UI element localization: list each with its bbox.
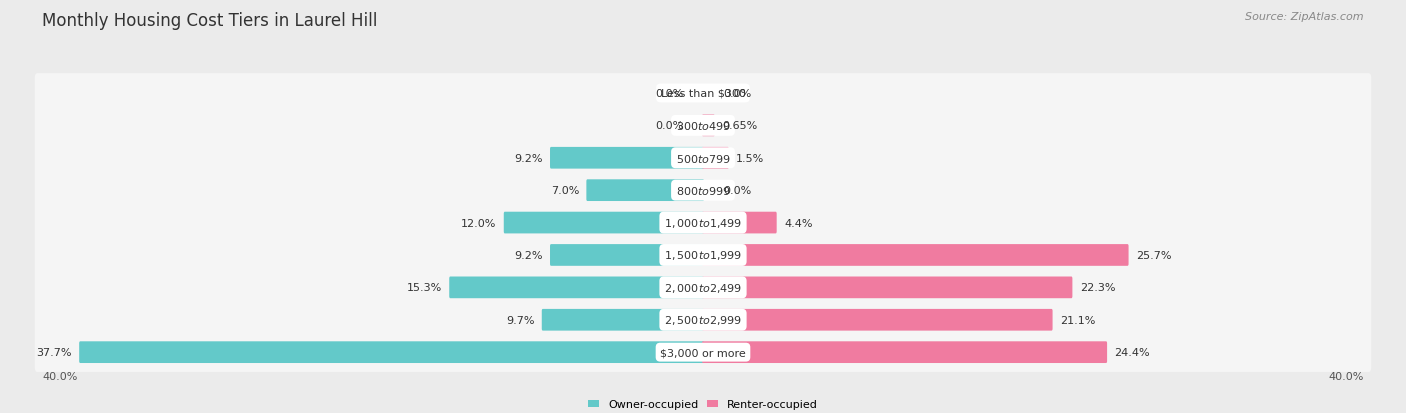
Text: 15.3%: 15.3% [406, 282, 441, 293]
Text: 0.65%: 0.65% [723, 121, 758, 131]
Text: 7.0%: 7.0% [551, 186, 579, 196]
FancyBboxPatch shape [702, 115, 714, 137]
FancyBboxPatch shape [702, 277, 1073, 299]
Text: 0.0%: 0.0% [723, 89, 751, 99]
Text: $1,500 to $1,999: $1,500 to $1,999 [664, 249, 742, 262]
FancyBboxPatch shape [35, 106, 1371, 146]
Text: 37.7%: 37.7% [37, 347, 72, 357]
FancyBboxPatch shape [450, 277, 704, 299]
Text: 25.7%: 25.7% [1136, 250, 1171, 260]
Text: $2,500 to $2,999: $2,500 to $2,999 [664, 313, 742, 326]
FancyBboxPatch shape [702, 147, 728, 169]
Text: 9.2%: 9.2% [515, 153, 543, 164]
Text: 12.0%: 12.0% [461, 218, 496, 228]
FancyBboxPatch shape [35, 300, 1371, 340]
FancyBboxPatch shape [35, 203, 1371, 243]
FancyBboxPatch shape [35, 74, 1371, 114]
Text: 4.4%: 4.4% [785, 218, 813, 228]
FancyBboxPatch shape [35, 236, 1371, 275]
Text: 1.5%: 1.5% [737, 153, 765, 164]
Text: 40.0%: 40.0% [1329, 371, 1364, 381]
Text: $300 to $499: $300 to $499 [675, 120, 731, 132]
Text: 24.4%: 24.4% [1115, 347, 1150, 357]
Text: $3,000 or more: $3,000 or more [661, 347, 745, 357]
Legend: Owner-occupied, Renter-occupied: Owner-occupied, Renter-occupied [583, 395, 823, 413]
Text: 21.1%: 21.1% [1060, 315, 1095, 325]
Text: 40.0%: 40.0% [42, 371, 77, 381]
Text: Source: ZipAtlas.com: Source: ZipAtlas.com [1246, 12, 1364, 22]
Text: 9.7%: 9.7% [506, 315, 534, 325]
FancyBboxPatch shape [702, 309, 1053, 331]
FancyBboxPatch shape [702, 244, 1129, 266]
FancyBboxPatch shape [503, 212, 704, 234]
Text: $500 to $799: $500 to $799 [675, 152, 731, 164]
Text: 0.0%: 0.0% [655, 121, 683, 131]
FancyBboxPatch shape [702, 342, 1107, 363]
FancyBboxPatch shape [79, 342, 704, 363]
FancyBboxPatch shape [35, 171, 1371, 210]
FancyBboxPatch shape [35, 332, 1371, 372]
Text: Monthly Housing Cost Tiers in Laurel Hill: Monthly Housing Cost Tiers in Laurel Hil… [42, 12, 378, 30]
Text: 0.0%: 0.0% [655, 89, 683, 99]
FancyBboxPatch shape [702, 212, 776, 234]
Text: 22.3%: 22.3% [1080, 282, 1115, 293]
Text: $1,000 to $1,499: $1,000 to $1,499 [664, 216, 742, 230]
FancyBboxPatch shape [35, 139, 1371, 178]
Text: 0.0%: 0.0% [723, 186, 751, 196]
Text: $2,000 to $2,499: $2,000 to $2,499 [664, 281, 742, 294]
Text: Less than $300: Less than $300 [661, 89, 745, 99]
FancyBboxPatch shape [550, 147, 704, 169]
Text: $800 to $999: $800 to $999 [675, 185, 731, 197]
FancyBboxPatch shape [541, 309, 704, 331]
FancyBboxPatch shape [550, 244, 704, 266]
Text: 9.2%: 9.2% [515, 250, 543, 260]
FancyBboxPatch shape [586, 180, 704, 202]
FancyBboxPatch shape [35, 268, 1371, 307]
